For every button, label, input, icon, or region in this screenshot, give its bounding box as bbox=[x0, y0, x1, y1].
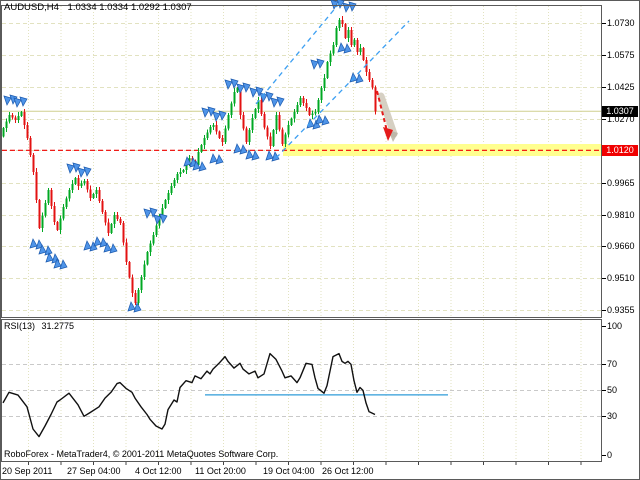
price-gridlines bbox=[2, 23, 601, 311]
channel-lower-line bbox=[275, 20, 410, 159]
price-tick-label: 0.9810 bbox=[607, 210, 635, 220]
fractal-up-icon bbox=[53, 258, 68, 270]
fractal-up-icon bbox=[29, 238, 44, 250]
date-tick-label: 27 Sep 04:00 bbox=[67, 466, 121, 476]
date-tick-label: 4 Oct 12:00 bbox=[135, 466, 182, 476]
candles-layer bbox=[2, 16, 377, 305]
fractal-down-icon bbox=[13, 96, 28, 108]
price-tick-label: 0.9510 bbox=[607, 273, 635, 283]
fractal-down-icon bbox=[77, 166, 92, 178]
price-tick-label: 0.9355 bbox=[607, 305, 635, 315]
rsi-gridlines bbox=[2, 364, 601, 417]
trend-channel bbox=[255, 0, 410, 159]
price-tick-label: 0.9965 bbox=[607, 178, 635, 188]
current-price-badge: 1.0307 bbox=[602, 106, 638, 117]
fractal-up-icon bbox=[233, 143, 248, 155]
fractal-up-icon bbox=[209, 153, 224, 165]
rsi-value-label: 31.2775 bbox=[41, 321, 75, 331]
fractal-down-icon bbox=[143, 207, 158, 219]
fractal-down-icon bbox=[342, 1, 357, 13]
rsi-indicator-title: RSI(13) 31.2775 bbox=[4, 321, 74, 331]
fractal-up-icon bbox=[349, 72, 364, 84]
ohlc-values-label: 1.0334 1.0334 1.0292 1.0307 bbox=[67, 2, 192, 13]
fractal-up-icon bbox=[265, 150, 280, 162]
forecast-arrow bbox=[376, 90, 393, 141]
fractal-up-icon bbox=[192, 160, 207, 172]
fractal-up-icon bbox=[93, 236, 108, 248]
fractal-up-icon bbox=[337, 42, 352, 54]
chart-title: AUDUSD,H4 1.0334 1.0334 1.0292 1.0307 bbox=[4, 2, 192, 13]
fractal-down-icon bbox=[249, 86, 264, 98]
price-tick-label: 1.0425 bbox=[607, 82, 635, 92]
price-tick-label: 1.0575 bbox=[607, 50, 635, 60]
rsi-name-label: RSI(13) bbox=[4, 321, 36, 331]
fractal-up-icon bbox=[127, 301, 142, 313]
target-price-badge: 1.0120 bbox=[602, 145, 638, 156]
copyright-label: RoboForex - MetaTrader4, © 2001-2011 Met… bbox=[4, 449, 279, 459]
price-tick-label: 0.9660 bbox=[607, 241, 635, 251]
fractal-up-icon bbox=[183, 156, 198, 168]
fractal-up-icon bbox=[245, 149, 260, 161]
fractal-down-icon bbox=[236, 82, 251, 94]
fractal-down-icon bbox=[224, 78, 239, 90]
fractal-up-icon bbox=[45, 252, 60, 264]
date-tick-label: 20 Sep 2011 bbox=[2, 466, 53, 476]
fractal-up-icon bbox=[103, 242, 118, 254]
rsi-tick-label: 0 bbox=[607, 450, 613, 460]
rsi-tick-label: 100 bbox=[607, 321, 623, 331]
rsi-line bbox=[2, 352, 376, 438]
channel-upper-line bbox=[255, 0, 343, 105]
date-tick-label: 19 Oct 04:00 bbox=[263, 466, 315, 476]
price-tick-label: 1.0270 bbox=[607, 114, 635, 124]
price-tick-label: 1.0730 bbox=[607, 18, 635, 28]
vertical-gridlines bbox=[28, 6, 582, 461]
fractal-down-icon bbox=[153, 213, 168, 225]
date-tick-label: 11 Oct 20:00 bbox=[195, 466, 246, 476]
rsi-tick-label: 50 bbox=[607, 385, 618, 395]
rsi-tick-label: 30 bbox=[607, 411, 618, 421]
date-tick-label: 26 Oct 12:00 bbox=[322, 466, 374, 476]
pane-borders bbox=[1, 5, 602, 462]
rsi-tick-label: 70 bbox=[607, 359, 618, 369]
fractal-up-icon bbox=[315, 114, 330, 126]
fractal-markers bbox=[3, 0, 364, 313]
fractal-down-icon bbox=[310, 58, 325, 70]
axis-ticks bbox=[28, 23, 606, 465]
symbol-period-label: AUDUSD,H4 bbox=[4, 2, 59, 13]
fractal-down-icon bbox=[212, 110, 227, 122]
fractal-down-icon bbox=[270, 96, 285, 108]
